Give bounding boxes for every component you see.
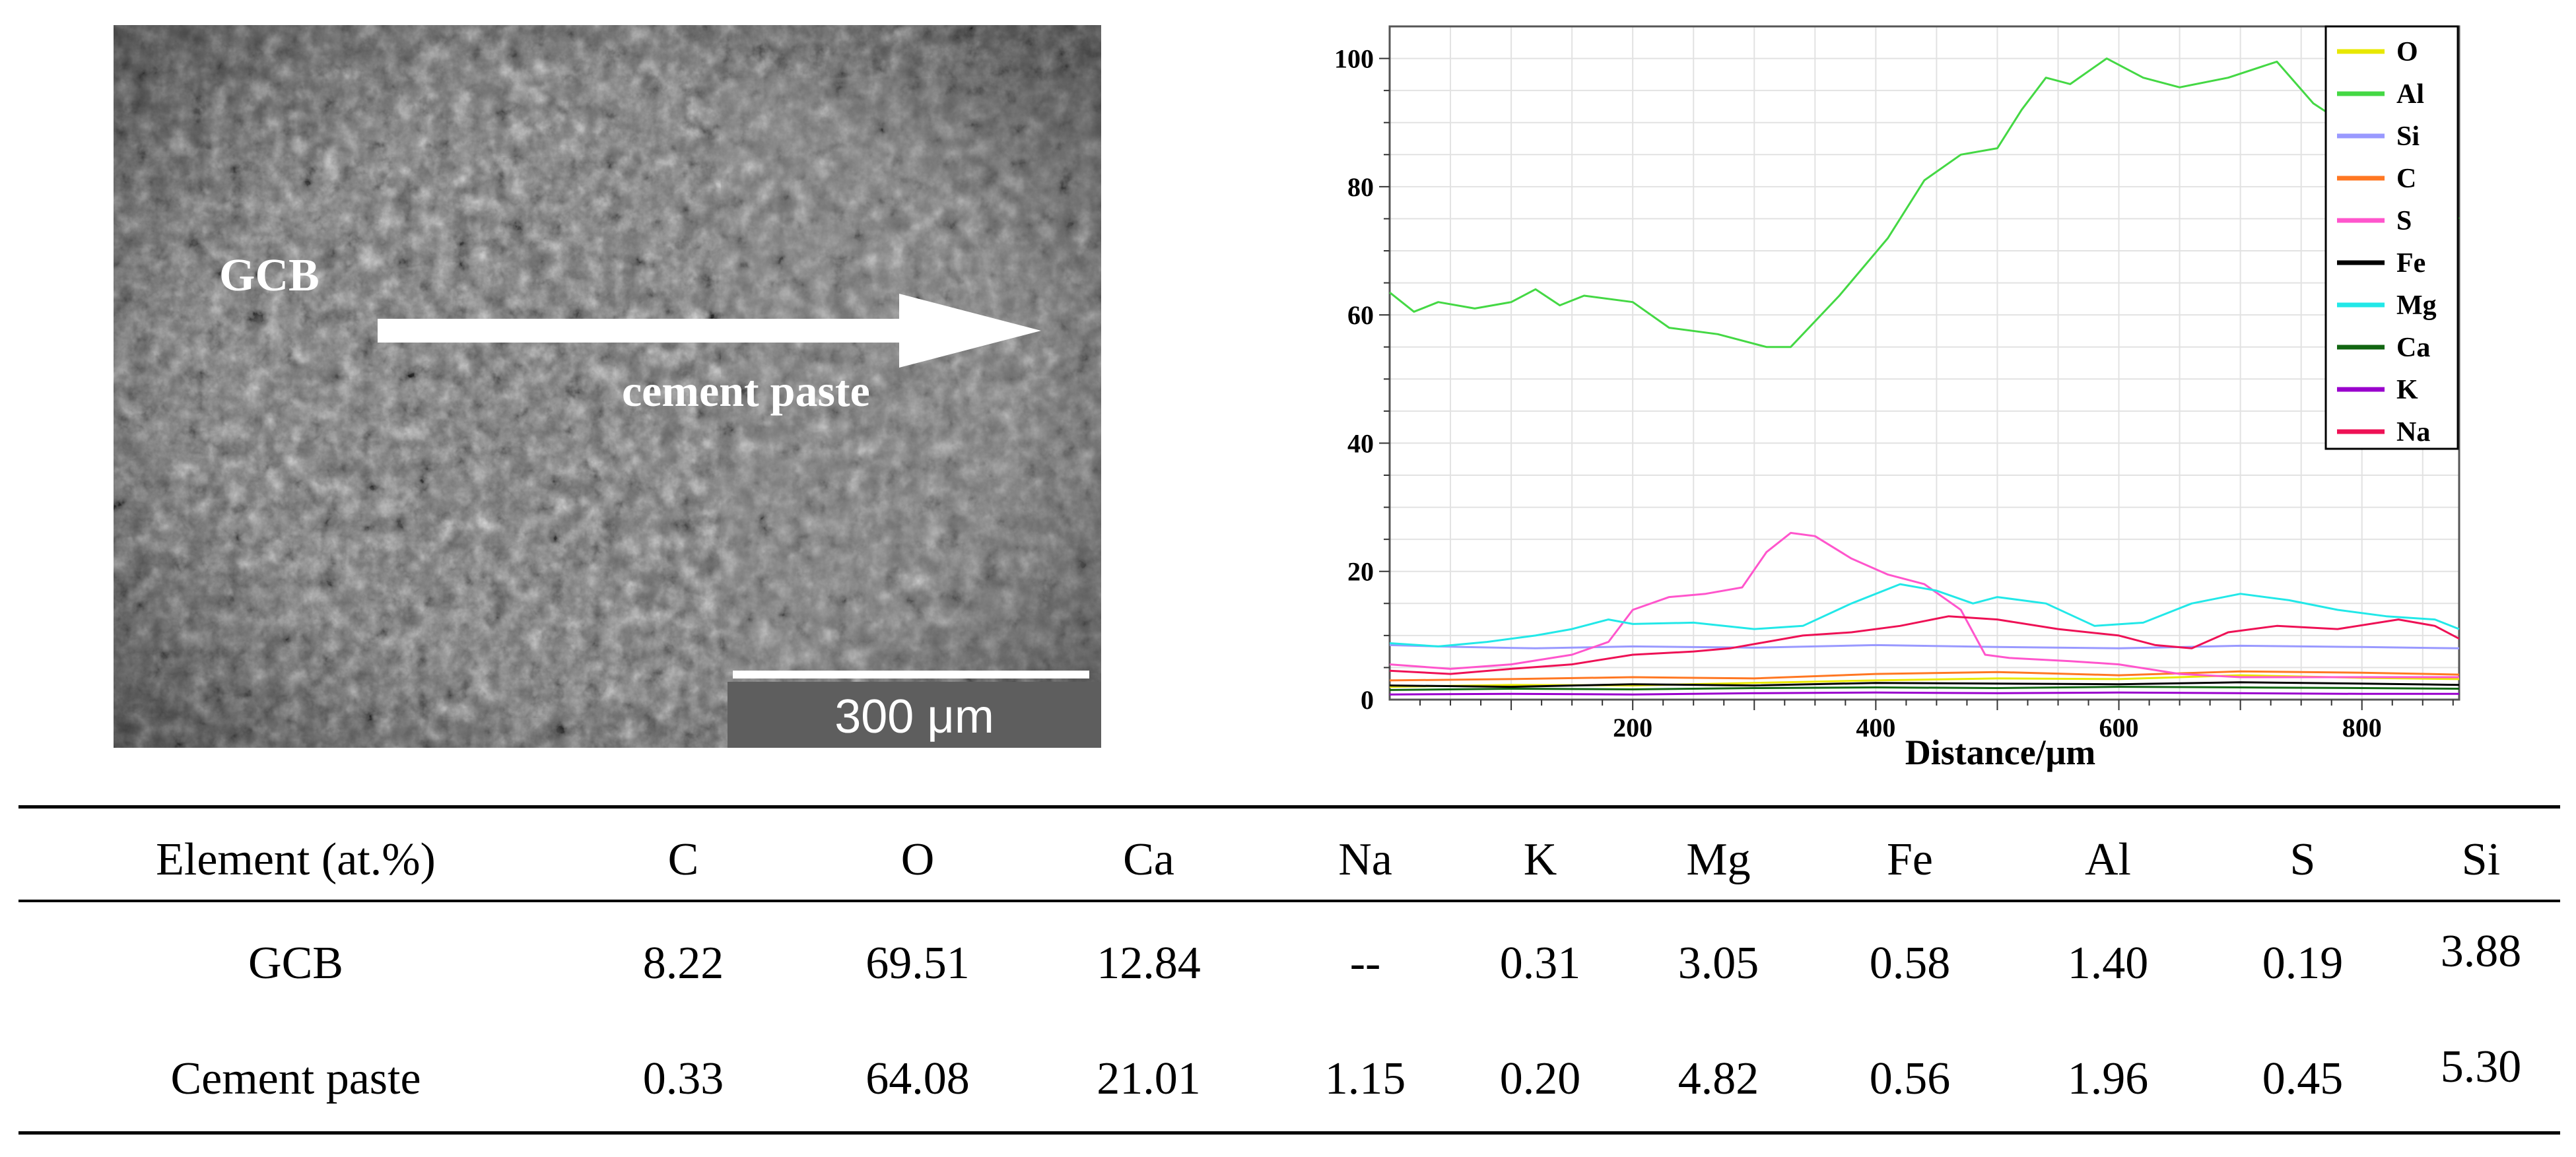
legend-label-k: K (2396, 375, 2418, 405)
y-tick-label: 20 (1347, 557, 1374, 587)
table-header-cell: K (1523, 834, 1557, 885)
table-cell: 3.05 (1678, 938, 1759, 989)
legend-label-c: C (2396, 164, 2416, 194)
table-cell: 0.33 (642, 1053, 724, 1104)
y-tick-label: 60 (1347, 300, 1374, 330)
y-tick-label: 100 (1334, 44, 1374, 74)
table-cell: 0.56 (1869, 1053, 1951, 1104)
scale-bar-box (728, 682, 1101, 748)
legend: O Al Si CS Fe Mg Ca K Na (2337, 37, 2437, 447)
table-cell: 21.01 (1097, 1053, 1201, 1104)
table-cell: 1.40 (2067, 938, 2149, 989)
y-tick-label: 0 (1361, 685, 1374, 715)
series-line-fe (1389, 681, 2460, 688)
plot-frame (1388, 25, 2460, 701)
series-line-si (1389, 644, 2460, 649)
table-cell: 8.22 (642, 938, 724, 989)
table-cell: 0.20 (1499, 1053, 1581, 1104)
legend-label-ca: Ca (2396, 333, 2430, 363)
legend-label-o: O (2396, 37, 2418, 67)
legend-label-si: Si (2396, 121, 2420, 152)
series-line-al (1389, 57, 2460, 348)
table-cell: 12.84 (1097, 938, 1201, 989)
table-header-cell: C (667, 834, 699, 885)
table-row-label: Cement paste (170, 1053, 421, 1104)
y-axis: 0 20 40 60 80 100 (1334, 44, 1390, 715)
series-lines (1389, 57, 2460, 696)
legend-box (2324, 25, 2459, 450)
table-header-cell: Mg (1686, 834, 1751, 885)
table-cell: 64.08 (865, 1053, 970, 1104)
series-line-ca (1389, 686, 2460, 691)
table-cell: 0.31 (1499, 938, 1581, 989)
gcb-label: GCB (219, 250, 320, 301)
table-header-rule (18, 900, 2560, 902)
table-header-cell: Na (1338, 834, 1392, 885)
cement-paste-label: cement paste (622, 366, 870, 416)
x-axis: 200 400 600 800 (1419, 700, 2454, 743)
x-tick-label: 200 (1613, 713, 1652, 743)
legend-label-mg: Mg (2396, 290, 2437, 321)
table-cell: 1.96 (2067, 1053, 2149, 1104)
table-row-label: GCB (248, 938, 343, 989)
x-tick-label: 600 (2099, 713, 2139, 743)
eds-line-scan-chart: 200 400 600 800 0 20 40 60 80 100 Distance/μm OA… (1334, 25, 2460, 772)
table-header-label: Element (at.%) (156, 834, 436, 885)
legend-label-fe: Fe (2396, 248, 2425, 279)
table-header-cell: Al (2085, 834, 2131, 885)
table-cell: 0.19 (2262, 938, 2344, 989)
series-line-s (1389, 531, 2459, 678)
y-tick-label: 80 (1347, 172, 1374, 202)
direction-arrow-icon (378, 294, 1041, 368)
legend-label-s: S (2396, 206, 2412, 236)
table-header-cell: S (2289, 834, 2316, 885)
sem-micrograph: GCB cement paste 300 μm (114, 25, 1101, 748)
table-cell: 0.58 (1869, 938, 1951, 989)
table-cell: 5.30 (2440, 1041, 2522, 1092)
legend-label-al: Al (2396, 79, 2424, 110)
table-header-cell: Fe (1887, 834, 1933, 885)
table-top-rule (18, 805, 2560, 809)
table-cell: 4.82 (1678, 1053, 1759, 1104)
table-cell: 0.45 (2262, 1053, 2344, 1104)
table-cell: 69.51 (865, 938, 970, 989)
chart-grid (1390, 26, 2459, 700)
table-cell: -- (1349, 938, 1381, 989)
legend-label-na: Na (2396, 417, 2430, 447)
table-bottom-rule (18, 1131, 2560, 1135)
series-line-na (1389, 615, 2460, 675)
table-header-cell: O (900, 834, 935, 885)
table-cell: 1.15 (1324, 1053, 1406, 1104)
table-header-cell: Ca (1123, 834, 1174, 885)
x-tick-label: 800 (2342, 713, 2382, 743)
x-tick-label: 400 (1856, 713, 1895, 743)
series-line-k (1389, 691, 2459, 696)
table-header-cell: Si (2461, 834, 2501, 885)
table-cell: 3.88 (2440, 926, 2522, 977)
scale-bar-label: 300 μm (834, 690, 994, 743)
scale-bar-line (733, 671, 1089, 678)
series-line-c (1389, 670, 2460, 682)
x-axis-title: Distance/μm (1905, 733, 2096, 772)
series-line-mg (1389, 583, 2460, 647)
y-tick-label: 40 (1347, 428, 1374, 458)
